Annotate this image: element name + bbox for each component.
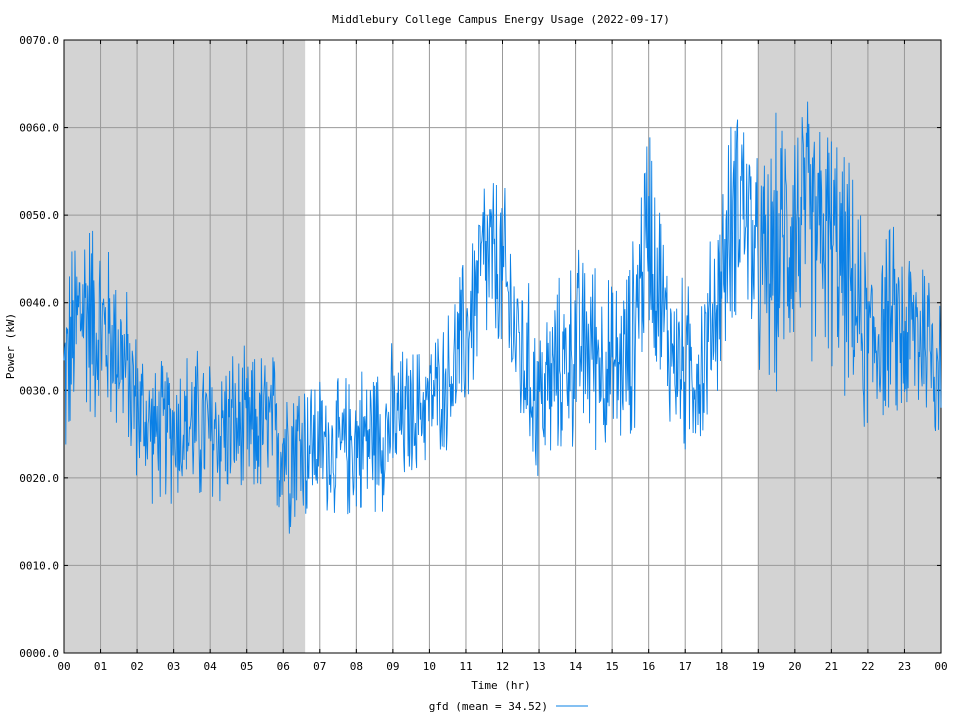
x-tick-label: 00 bbox=[934, 660, 947, 673]
x-axis-ticks: 00 01 02 03 04 05 06 07 08 09 10 11 12 13 14 15 16 17 18 19… bbox=[57, 40, 948, 673]
shaded-region-0 bbox=[64, 40, 306, 653]
shaded-region-1 bbox=[758, 40, 941, 653]
x-tick-label: 16 bbox=[642, 660, 655, 673]
x-tick-label: 22 bbox=[861, 660, 874, 673]
x-tick-label: 04 bbox=[204, 660, 218, 673]
grid-lines bbox=[64, 40, 941, 653]
x-tick-label: 23 bbox=[898, 660, 911, 673]
x-tick-label: 03 bbox=[167, 660, 180, 673]
x-tick-label: 10 bbox=[423, 660, 436, 673]
x-tick-label: 01 bbox=[94, 660, 107, 673]
x-tick-label: 05 bbox=[240, 660, 253, 673]
x-tick-label: 12 bbox=[496, 660, 509, 673]
series-gfd-line bbox=[63, 101, 942, 534]
x-tick-label: 06 bbox=[277, 660, 290, 673]
y-tick-label: 0060.0 bbox=[19, 122, 59, 135]
x-tick-label: 20 bbox=[788, 660, 801, 673]
y-tick-label: 0030.0 bbox=[19, 384, 59, 397]
x-axis-label: Time (hr) bbox=[471, 679, 531, 692]
x-tick-label: 13 bbox=[532, 660, 545, 673]
series-layer bbox=[63, 101, 942, 534]
y-tick-label: 0020.0 bbox=[19, 472, 59, 485]
x-tick-label: 17 bbox=[679, 660, 692, 673]
x-tick-label: 02 bbox=[130, 660, 143, 673]
y-tick-label: 0000.0 bbox=[19, 647, 59, 660]
y-tick-label: 0010.0 bbox=[19, 559, 59, 572]
x-tick-label: 00 bbox=[57, 660, 70, 673]
x-tick-label: 07 bbox=[313, 660, 326, 673]
legend-label: gfd (mean = 34.52) bbox=[429, 700, 548, 713]
y-tick-label: 0050.0 bbox=[19, 209, 59, 222]
shaded-regions bbox=[64, 40, 941, 653]
y-axis-label: Power (kW) bbox=[4, 313, 17, 379]
y-tick-label: 0040.0 bbox=[19, 297, 59, 310]
x-tick-label: 08 bbox=[350, 660, 363, 673]
x-tick-label: 11 bbox=[459, 660, 472, 673]
x-tick-label: 18 bbox=[715, 660, 728, 673]
x-tick-label: 09 bbox=[386, 660, 399, 673]
y-tick-label: 0070.0 bbox=[19, 34, 59, 47]
y-axis-ticks: 0000.0 0010.0 0020.0 0030.0 0040.0 0050.0 0060… bbox=[19, 34, 941, 660]
legend: gfd (mean = 34.52) bbox=[429, 700, 588, 713]
chart-title: Middlebury College Campus Energy Usage (… bbox=[332, 13, 670, 26]
x-tick-label: 19 bbox=[752, 660, 765, 673]
x-tick-label: 14 bbox=[569, 660, 583, 673]
x-tick-label: 15 bbox=[606, 660, 619, 673]
x-tick-label: 21 bbox=[825, 660, 838, 673]
